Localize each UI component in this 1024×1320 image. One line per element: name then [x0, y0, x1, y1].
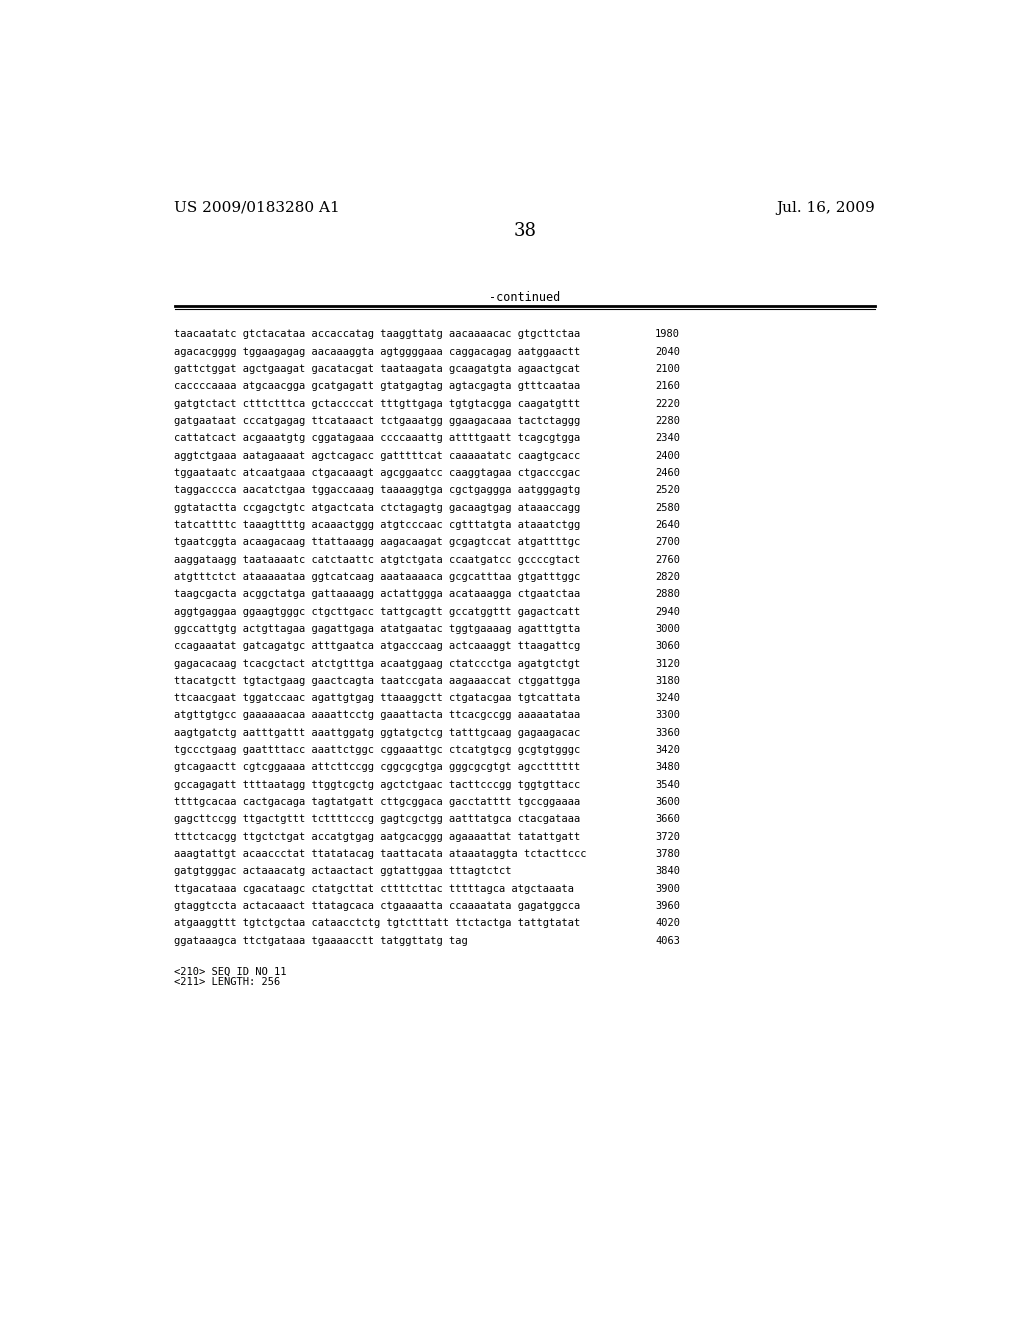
Text: ttttgcacaa cactgacaga tagtatgatt cttgcggaca gacctatttt tgccggaaaa: ttttgcacaa cactgacaga tagtatgatt cttgcgg… — [174, 797, 581, 807]
Text: gatgaataat cccatgagag ttcataaact tctgaaatgg ggaagacaaa tactctaggg: gatgaataat cccatgagag ttcataaact tctgaaa… — [174, 416, 581, 426]
Text: <210> SEQ ID NO 11: <210> SEQ ID NO 11 — [174, 966, 287, 977]
Text: atgttgtgcc gaaaaaacaa aaaattcctg gaaattacta ttcacgccgg aaaaatataa: atgttgtgcc gaaaaaacaa aaaattcctg gaaatta… — [174, 710, 581, 721]
Text: ccagaaatat gatcagatgc atttgaatca atgacccaag actcaaaggt ttaagattcg: ccagaaatat gatcagatgc atttgaatca atgaccc… — [174, 642, 581, 651]
Text: 3720: 3720 — [655, 832, 680, 842]
Text: taacaatatc gtctacataa accaccatag taaggttatg aacaaaacac gtgcttctaa: taacaatatc gtctacataa accaccatag taaggtt… — [174, 330, 581, 339]
Text: 3300: 3300 — [655, 710, 680, 721]
Text: 3420: 3420 — [655, 744, 680, 755]
Text: gagacacaag tcacgctact atctgtttga acaatggaag ctatccctga agatgtctgt: gagacacaag tcacgctact atctgtttga acaatgg… — [174, 659, 581, 668]
Text: 2520: 2520 — [655, 486, 680, 495]
Text: 2280: 2280 — [655, 416, 680, 426]
Text: 3960: 3960 — [655, 902, 680, 911]
Text: gatgtctact ctttctttca gctaccccat tttgttgaga tgtgtacgga caagatgttt: gatgtctact ctttctttca gctaccccat tttgttg… — [174, 399, 581, 409]
Text: gattctggat agctgaagat gacatacgat taataagata gcaagatgta agaactgcat: gattctggat agctgaagat gacatacgat taataag… — [174, 364, 581, 374]
Text: tgaatcggta acaagacaag ttattaaagg aagacaagat gcgagtccat atgattttgc: tgaatcggta acaagacaag ttattaaagg aagacaa… — [174, 537, 581, 548]
Text: 2820: 2820 — [655, 572, 680, 582]
Text: agacacgggg tggaagagag aacaaaggta agtggggaaa caggacagag aatggaactt: agacacgggg tggaagagag aacaaaggta agtgggg… — [174, 347, 581, 356]
Text: aaagtattgt acaaccctat ttatatacag taattacata ataaataggta tctacttccc: aaagtattgt acaaccctat ttatatacag taattac… — [174, 849, 587, 859]
Text: aggtgaggaa ggaagtgggc ctgcttgacc tattgcagtt gccatggttt gagactcatt: aggtgaggaa ggaagtgggc ctgcttgacc tattgca… — [174, 607, 581, 616]
Text: ggataaagca ttctgataaa tgaaaacctt tatggttatg tag: ggataaagca ttctgataaa tgaaaacctt tatggtt… — [174, 936, 468, 945]
Text: 3360: 3360 — [655, 727, 680, 738]
Text: gtaggtccta actacaaact ttatagcaca ctgaaaatta ccaaaatata gagatggcca: gtaggtccta actacaaact ttatagcaca ctgaaaa… — [174, 902, 581, 911]
Text: 3180: 3180 — [655, 676, 680, 686]
Text: 2340: 2340 — [655, 433, 680, 444]
Text: tgccctgaag gaattttacc aaattctggc cggaaattgc ctcatgtgcg gcgtgtgggc: tgccctgaag gaattttacc aaattctggc cggaaat… — [174, 744, 581, 755]
Text: 38: 38 — [513, 222, 537, 239]
Text: caccccaaaa atgcaacgga gcatgagatt gtatgagtag agtacgagta gtttcaataa: caccccaaaa atgcaacgga gcatgagatt gtatgag… — [174, 381, 581, 391]
Text: cattatcact acgaaatgtg cggatagaaa ccccaaattg attttgaatt tcagcgtgga: cattatcact acgaaatgtg cggatagaaa ccccaaa… — [174, 433, 581, 444]
Text: 3900: 3900 — [655, 884, 680, 894]
Text: 2700: 2700 — [655, 537, 680, 548]
Text: 3600: 3600 — [655, 797, 680, 807]
Text: ggccattgtg actgttagaa gagattgaga atatgaatac tggtgaaaag agatttgtta: ggccattgtg actgttagaa gagattgaga atatgaa… — [174, 624, 581, 634]
Text: 2760: 2760 — [655, 554, 680, 565]
Text: 2220: 2220 — [655, 399, 680, 409]
Text: 2640: 2640 — [655, 520, 680, 529]
Text: aagtgatctg aatttgattt aaattggatg ggtatgctcg tatttgcaag gagaagacac: aagtgatctg aatttgattt aaattggatg ggtatgc… — [174, 727, 581, 738]
Text: tggaataatc atcaatgaaa ctgacaaagt agcggaatcc caaggtagaa ctgacccgac: tggaataatc atcaatgaaa ctgacaaagt agcggaa… — [174, 469, 581, 478]
Text: -continued: -continued — [489, 290, 560, 304]
Text: 2160: 2160 — [655, 381, 680, 391]
Text: gatgtgggac actaaacatg actaactact ggtattggaa tttagtctct: gatgtgggac actaaacatg actaactact ggtattg… — [174, 866, 512, 876]
Text: US 2009/0183280 A1: US 2009/0183280 A1 — [174, 201, 340, 215]
Text: atgaaggttt tgtctgctaa cataacctctg tgtctttatt ttctactga tattgtatat: atgaaggttt tgtctgctaa cataacctctg tgtctt… — [174, 919, 581, 928]
Text: Jul. 16, 2009: Jul. 16, 2009 — [776, 201, 876, 215]
Text: gccagagatt ttttaatagg ttggtcgctg agctctgaac tacttcccgg tggtgttacc: gccagagatt ttttaatagg ttggtcgctg agctctg… — [174, 780, 581, 789]
Text: atgtttctct ataaaaataa ggtcatcaag aaataaaaca gcgcatttaa gtgatttggc: atgtttctct ataaaaataa ggtcatcaag aaataaa… — [174, 572, 581, 582]
Text: 2940: 2940 — [655, 607, 680, 616]
Text: ttacatgctt tgtactgaag gaactcagta taatccgata aagaaaccat ctggattgga: ttacatgctt tgtactgaag gaactcagta taatccg… — [174, 676, 581, 686]
Text: <211> LENGTH: 256: <211> LENGTH: 256 — [174, 977, 281, 987]
Text: 2580: 2580 — [655, 503, 680, 512]
Text: 3000: 3000 — [655, 624, 680, 634]
Text: 3840: 3840 — [655, 866, 680, 876]
Text: 2460: 2460 — [655, 469, 680, 478]
Text: gtcagaactt cgtcggaaaa attcttccgg cggcgcgtga gggcgcgtgt agcctttttt: gtcagaactt cgtcggaaaa attcttccgg cggcgcg… — [174, 763, 581, 772]
Text: 4020: 4020 — [655, 919, 680, 928]
Text: tatcattttc taaagttttg acaaactggg atgtcccaac cgtttatgta ataaatctgg: tatcattttc taaagttttg acaaactggg atgtccc… — [174, 520, 581, 529]
Text: 3660: 3660 — [655, 814, 680, 825]
Text: 3480: 3480 — [655, 763, 680, 772]
Text: tttctcacgg ttgctctgat accatgtgag aatgcacggg agaaaattat tatattgatt: tttctcacgg ttgctctgat accatgtgag aatgcac… — [174, 832, 581, 842]
Text: 3060: 3060 — [655, 642, 680, 651]
Text: 2400: 2400 — [655, 450, 680, 461]
Text: 3540: 3540 — [655, 780, 680, 789]
Text: 3780: 3780 — [655, 849, 680, 859]
Text: taggacccca aacatctgaa tggaccaaag taaaaggtga cgctgaggga aatgggagtg: taggacccca aacatctgaa tggaccaaag taaaagg… — [174, 486, 581, 495]
Text: 2100: 2100 — [655, 364, 680, 374]
Text: 2880: 2880 — [655, 589, 680, 599]
Text: 2040: 2040 — [655, 347, 680, 356]
Text: 4063: 4063 — [655, 936, 680, 945]
Text: ttgacataaa cgacataagc ctatgcttat cttttcttac tttttagca atgctaaata: ttgacataaa cgacataagc ctatgcttat cttttct… — [174, 884, 574, 894]
Text: ggtatactta ccgagctgtc atgactcata ctctagagtg gacaagtgag ataaaccagg: ggtatactta ccgagctgtc atgactcata ctctaga… — [174, 503, 581, 512]
Text: aaggataagg taataaaatc catctaattc atgtctgata ccaatgatcc gccccgtact: aaggataagg taataaaatc catctaattc atgtctg… — [174, 554, 581, 565]
Text: 3120: 3120 — [655, 659, 680, 668]
Text: gagcttccgg ttgactgttt tcttttcccg gagtcgctgg aatttatgca ctacgataaa: gagcttccgg ttgactgttt tcttttcccg gagtcgc… — [174, 814, 581, 825]
Text: 3240: 3240 — [655, 693, 680, 704]
Text: aggtctgaaa aatagaaaat agctcagacc gatttttcat caaaaatatc caagtgcacc: aggtctgaaa aatagaaaat agctcagacc gattttt… — [174, 450, 581, 461]
Text: taagcgacta acggctatga gattaaaagg actattggga acataaagga ctgaatctaa: taagcgacta acggctatga gattaaaagg actattg… — [174, 589, 581, 599]
Text: 1980: 1980 — [655, 330, 680, 339]
Text: ttcaacgaat tggatccaac agattgtgag ttaaaggctt ctgatacgaa tgtcattata: ttcaacgaat tggatccaac agattgtgag ttaaagg… — [174, 693, 581, 704]
